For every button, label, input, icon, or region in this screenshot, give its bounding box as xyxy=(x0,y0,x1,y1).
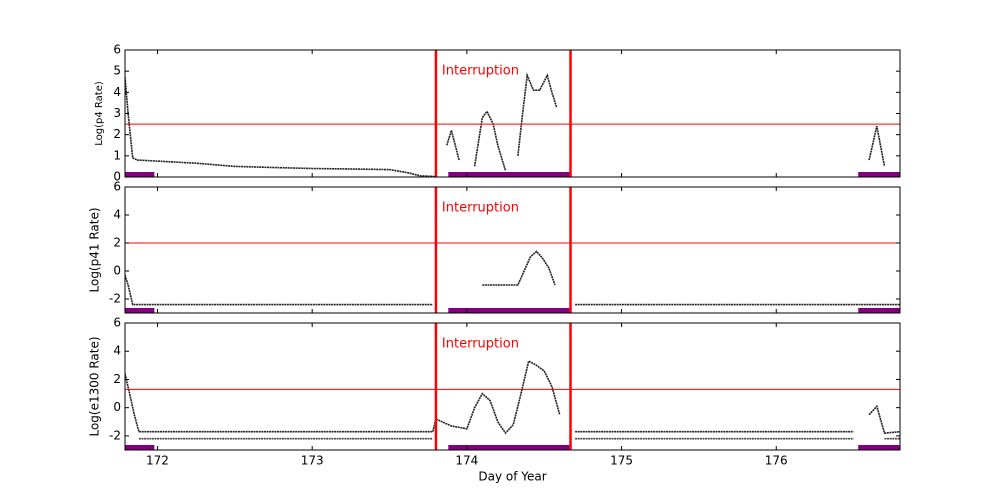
y-axis-label: Log(p4 Rate) xyxy=(94,81,105,146)
y-tick-label: 0 xyxy=(113,264,121,278)
x-tick-label: 176 xyxy=(765,454,788,468)
x-tick-label: 172 xyxy=(146,454,169,468)
axes-frame xyxy=(124,322,901,451)
y-tick-label: 2 xyxy=(113,372,121,386)
annotation: Interruption xyxy=(442,201,519,216)
x-axis-label: Day of Year xyxy=(478,470,546,484)
y-tick-label: 0 xyxy=(113,400,121,414)
y-axis-label: Log(e1300 Rate) xyxy=(88,336,102,436)
y-tick-label: -2 xyxy=(109,428,121,442)
coverage-bar xyxy=(858,308,900,313)
y-axis-label: Log(p41 Rate) xyxy=(88,207,102,292)
coverage-bar xyxy=(125,172,155,177)
plot-area xyxy=(125,359,900,450)
coverage-bar xyxy=(448,308,571,313)
coverage-bar xyxy=(125,445,155,450)
data-line xyxy=(125,359,900,435)
annotation: Interruption xyxy=(442,337,519,352)
y-tick-label: 2 xyxy=(113,127,121,141)
y-tick-label: 6 xyxy=(113,43,121,57)
y-tick-label: 3 xyxy=(113,106,121,120)
y-tick-label: 4 xyxy=(113,344,121,358)
coverage-bar xyxy=(858,445,900,450)
y-tick-label: 4 xyxy=(113,85,121,99)
y-tick-label: 5 xyxy=(113,64,121,78)
annotation: Interruption xyxy=(442,64,519,79)
x-tick-label: 175 xyxy=(610,454,633,468)
y-tick-label: 6 xyxy=(113,180,121,194)
data-line xyxy=(125,250,900,306)
plot-area xyxy=(125,72,900,177)
coverage-bar xyxy=(448,445,571,450)
plot-area xyxy=(125,242,900,313)
data-line xyxy=(125,72,886,177)
x-tick-label: 174 xyxy=(455,454,478,468)
y-tick-label: 6 xyxy=(113,316,121,330)
x-tick-label: 173 xyxy=(301,454,324,468)
coverage-bar xyxy=(125,308,155,313)
y-tick-label: 0 xyxy=(113,170,121,184)
axes-frame xyxy=(124,186,901,314)
y-tick-label: 4 xyxy=(113,208,121,222)
y-tick-label: -2 xyxy=(109,292,121,306)
coverage-bar xyxy=(858,172,900,177)
y-tick-label: 2 xyxy=(113,236,121,250)
y-tick-label: 1 xyxy=(113,148,121,162)
coverage-bar xyxy=(448,172,571,177)
